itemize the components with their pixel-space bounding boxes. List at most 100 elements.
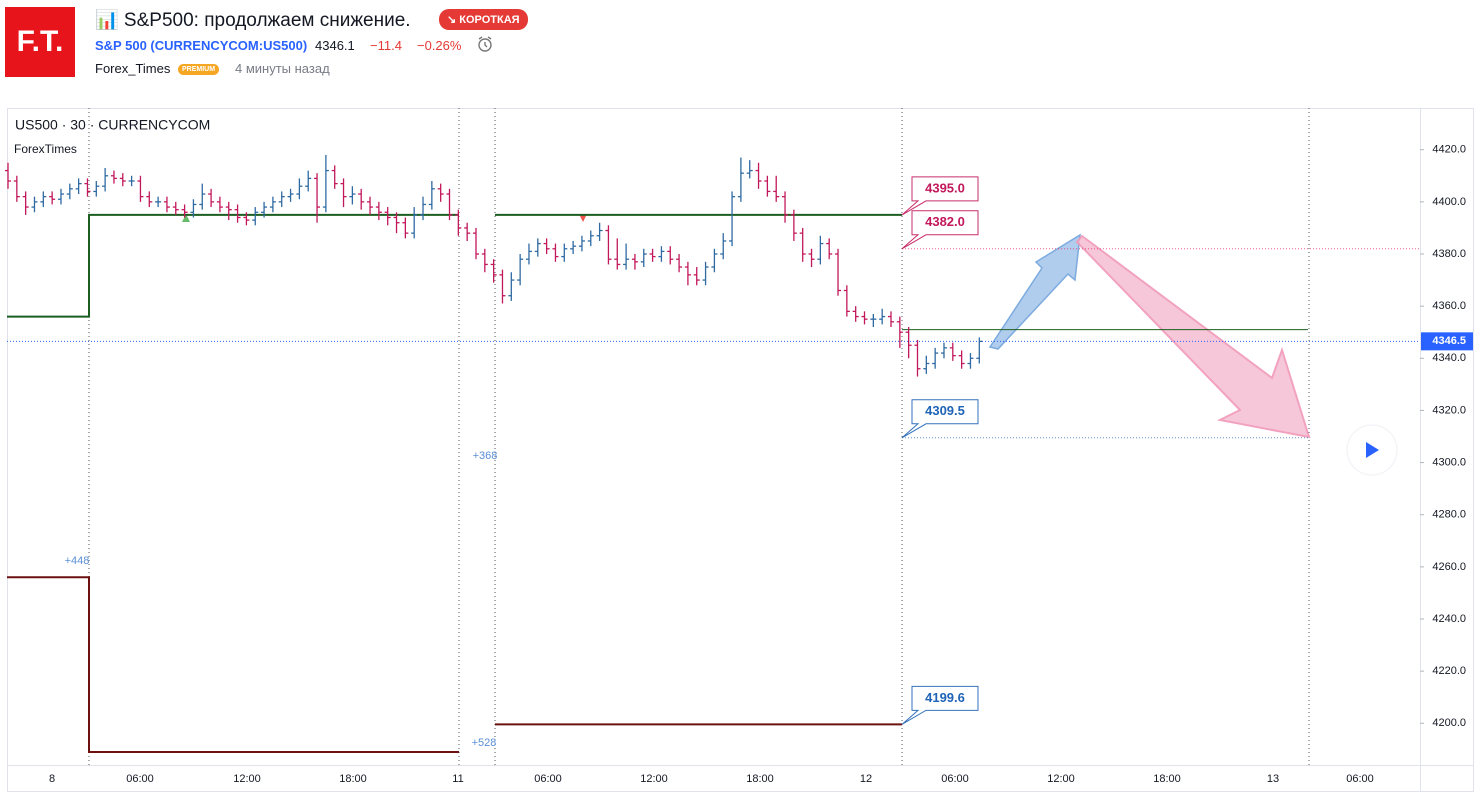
ohlc-bar: [322, 154, 329, 213]
ohlc-bar: [614, 238, 621, 270]
x-tick-label: 12: [860, 773, 872, 785]
ohlc-bar: [534, 238, 541, 257]
ohlc-bar: [790, 209, 797, 241]
indicator-line: [7, 576, 902, 753]
ohlc-bar: [261, 201, 268, 218]
ohlc-bar: [720, 233, 727, 260]
ohlc-bar: [137, 175, 144, 202]
y-tick-label: 4380.0: [1432, 248, 1466, 260]
ohlc-bar: [905, 327, 912, 359]
up-arrow: [988, 233, 1081, 350]
ohlc-bar: [693, 267, 700, 286]
buy-signal: [182, 214, 190, 222]
ohlc-bar: [888, 311, 894, 327]
ohlc-bar: [472, 227, 479, 260]
ohlc-bar: [411, 207, 418, 239]
chart-frame: [7, 108, 1474, 792]
ohlc-bar: [305, 170, 312, 192]
ohlc-bar: [782, 191, 789, 223]
ohlc-bar: [31, 196, 38, 213]
y-tick-label: 4240.0: [1432, 613, 1466, 625]
x-tick-label: 06:00: [1346, 773, 1374, 785]
ohlc-bar: [420, 196, 427, 221]
ohlc-bar: [958, 350, 965, 369]
ohlc-bar: [40, 191, 47, 208]
ohlc-bar: [640, 248, 647, 268]
ohlc-bar: [561, 243, 568, 262]
indicator-name: ForexTimes: [14, 142, 77, 156]
ohlc-bar: [84, 178, 91, 197]
ohlc-bar: [102, 167, 109, 192]
idea-title: 📊 S&P500: продолжаем снижение.: [95, 10, 411, 31]
ohlc-bar: [508, 272, 515, 301]
author[interactable]: Forex_Times: [95, 61, 171, 76]
ohlc-bar: [896, 316, 903, 348]
ohlc-bar: [384, 207, 391, 226]
x-tick-label: 11: [452, 773, 463, 785]
sell-signal: [579, 214, 587, 222]
ohlc-bar: [155, 196, 162, 208]
ohlc-bar: [596, 222, 603, 241]
ohlc-bar: [552, 243, 559, 262]
ohlc-bar: [393, 212, 400, 234]
y-tick-label: 4400.0: [1432, 196, 1466, 208]
ohlc-bar: [66, 183, 73, 200]
x-tick-label: 06:00: [941, 773, 969, 785]
ohlc-bar: [5, 162, 11, 189]
ohlc-bar: [22, 191, 29, 215]
ohlc-bar: [852, 306, 859, 322]
y-tick-label: 4320.0: [1432, 404, 1466, 416]
ohlc-bar: [817, 235, 824, 265]
ohlc-bar: [437, 183, 444, 202]
ohlc-bar: [949, 342, 956, 361]
play-icon[interactable]: [1366, 442, 1379, 458]
ohlc-bar: [199, 183, 206, 210]
ohlc-bar: [835, 248, 842, 296]
symbol-link[interactable]: S&P 500 (CURRENCYCOM:US500): [95, 38, 308, 53]
callout: [901, 685, 979, 725]
indicator-note: +528: [472, 737, 497, 749]
ohlc-bar: [623, 243, 630, 270]
change: −11.4: [370, 38, 402, 53]
ohlc-bar: [587, 230, 594, 247]
ohlc-bar: [932, 347, 939, 369]
callout: [901, 210, 979, 250]
ohlc-bar: [861, 311, 868, 325]
y-tick-label: 4360.0: [1432, 300, 1466, 312]
y-tick-label: 4300.0: [1432, 456, 1466, 468]
indicator-line: [7, 213, 902, 318]
last-price-label: 4346.5: [1432, 335, 1466, 347]
ohlc-bar: [843, 285, 850, 317]
ohlc-bar: [676, 254, 683, 273]
x-tick-label: 18:00: [746, 773, 774, 785]
logo[interactable]: F.T.: [5, 7, 75, 77]
ohlc-bar: [826, 238, 833, 260]
ohlc-bar: [367, 196, 374, 215]
x-tick-label: 12:00: [233, 773, 261, 785]
ohlc-bar: [93, 181, 100, 197]
x-tick-label: 13: [1267, 773, 1279, 785]
ohlc-bar: [119, 173, 126, 187]
ohlc-bar: [967, 353, 974, 369]
ohlc-bar: [808, 248, 815, 268]
change-pct: −0.26%: [417, 38, 462, 53]
ohlc-bar: [543, 238, 550, 254]
ohlc-bar: [525, 243, 532, 265]
ohlc-bar: [658, 246, 665, 262]
ohlc-bar: [340, 178, 347, 208]
ohlc-bar: [278, 191, 285, 208]
ohlc-bar: [578, 235, 585, 252]
ohlc-bar: [13, 175, 20, 202]
ohlc-bar: [499, 269, 506, 304]
alarm-icon[interactable]: [475, 34, 495, 54]
y-tick-label: 4280.0: [1432, 509, 1466, 521]
ohlc-bar: [702, 261, 709, 286]
x-tick-label: 06:00: [126, 773, 154, 785]
ohlc-bar: [446, 188, 453, 221]
ohlc-bar: [464, 222, 471, 241]
callout-label: 4199.6: [925, 690, 965, 705]
ohlc-bar: [870, 313, 877, 327]
